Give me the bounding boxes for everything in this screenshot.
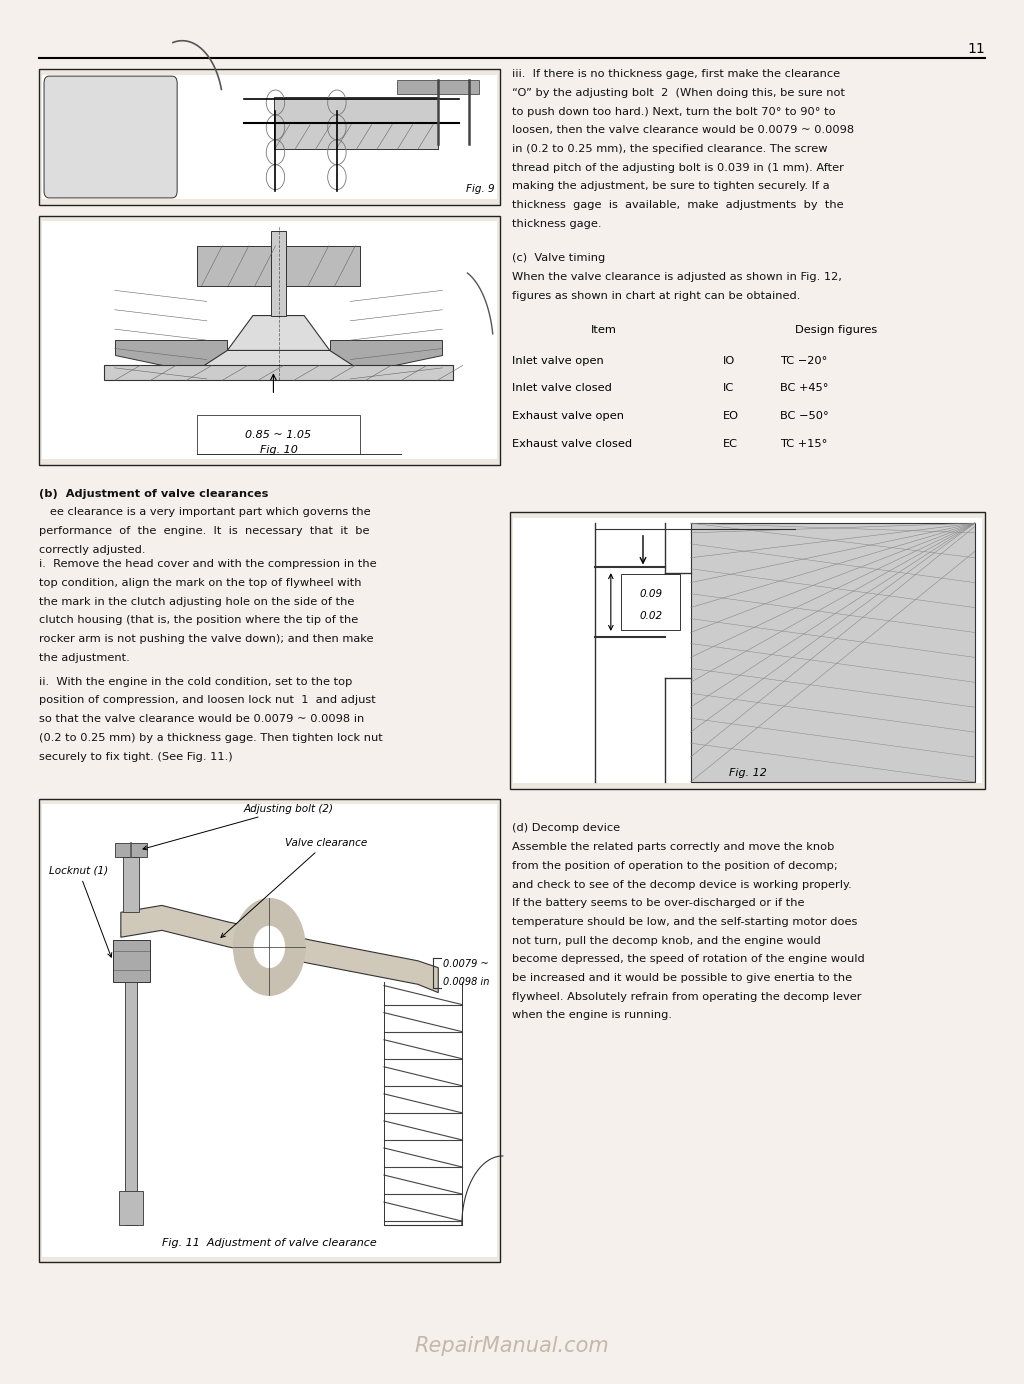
Text: correctly adjusted.: correctly adjusted. [39,544,145,555]
Polygon shape [197,350,360,371]
Text: temperature should be low, and the self-starting motor does: temperature should be low, and the self-… [512,916,857,927]
Bar [39,799,500,1262]
Bar [197,415,360,454]
Bar [510,512,985,789]
Text: be increased and it would be possible to give enertia to the: be increased and it would be possible to… [512,973,852,983]
Text: when the engine is running.: when the engine is running. [512,1010,672,1020]
Text: thread pitch of the adjusting bolt is 0.039 in (1 mm). After: thread pitch of the adjusting bolt is 0.… [512,163,844,173]
Text: еe clearance is a very important part which governs the: еe clearance is a very important part wh… [39,507,371,518]
Text: flywheel. Absolutely refrain from operating the decomp lever: flywheel. Absolutely refrain from operat… [512,991,861,1002]
Text: not turn, pull the decomp knob, and the engine would: not turn, pull the decomp knob, and the … [512,936,821,945]
Polygon shape [115,340,227,371]
Text: and check to see of the decomp device is working properly.: and check to see of the decomp device is… [512,880,852,890]
Polygon shape [690,523,975,782]
Bar [42,75,497,199]
Text: Adjusting bolt (2): Adjusting bolt (2) [143,804,334,850]
Circle shape [254,926,285,967]
Bar [274,97,438,149]
Text: 0.09: 0.09 [639,588,663,599]
Circle shape [233,898,305,995]
Bar [397,80,479,94]
Text: 0.85 ~ 1.05: 0.85 ~ 1.05 [246,429,311,440]
Text: Exhaust valve closed: Exhaust valve closed [512,439,632,448]
Bar [39,69,500,205]
Polygon shape [227,316,330,350]
Text: EO: EO [723,411,739,421]
Text: thickness gage.: thickness gage. [512,219,601,228]
Text: (c)  Valve timing: (c) Valve timing [512,253,605,263]
Text: IC: IC [723,383,734,393]
Polygon shape [270,231,287,316]
Text: Fig. 12: Fig. 12 [729,768,766,778]
Text: ii.  With the engine in the cold condition, set to the top: ii. With the engine in the cold conditio… [39,677,352,686]
Text: figures as shown in chart at right can be obtained.: figures as shown in chart at right can b… [512,291,801,300]
Polygon shape [287,246,360,285]
Polygon shape [197,246,270,285]
Text: securely to fix tight. (See Fig. 11.): securely to fix tight. (See Fig. 11.) [39,752,232,761]
Text: top condition, align the mark on the top of flywheel with: top condition, align the mark on the top… [39,579,361,588]
Text: iii.  If there is no thickness gage, first make the clearance: iii. If there is no thickness gage, firs… [512,69,840,79]
Text: (0.2 to 0.25 mm) by a thickness gage. Then tighten lock nut: (0.2 to 0.25 mm) by a thickness gage. Th… [39,734,383,743]
Polygon shape [121,905,438,992]
Text: loosen, then the valve clearance would be 0.0079 ~ 0.0098: loosen, then the valve clearance would b… [512,126,854,136]
Text: the mark in the clutch adjusting hole on the side of the: the mark in the clutch adjusting hole on… [39,597,354,606]
Polygon shape [125,981,137,1225]
Text: 0.02: 0.02 [639,610,663,621]
Text: Inlet valve closed: Inlet valve closed [512,383,612,393]
Text: IO: IO [723,356,735,365]
Text: TC +15°: TC +15° [780,439,827,448]
Polygon shape [104,365,453,381]
Text: rocker arm is not pushing the valve down); and then make: rocker arm is not pushing the valve down… [39,634,374,644]
Text: so that the valve clearance would be 0.0079 ~ 0.0098 in: so that the valve clearance would be 0.0… [39,714,365,724]
Text: (d) Decomp device: (d) Decomp device [512,823,621,833]
Text: EC: EC [723,439,738,448]
Text: BC −50°: BC −50° [780,411,829,421]
Polygon shape [113,940,150,981]
Text: 11: 11 [968,42,985,55]
Text: (b)  Adjustment of valve clearances: (b) Adjustment of valve clearances [39,489,268,498]
Polygon shape [119,1190,143,1225]
Bar [39,216,500,465]
Text: Fig. 11  Adjustment of valve clearance: Fig. 11 Adjustment of valve clearance [162,1239,377,1248]
Text: making the adjustment, be sure to tighten securely. If a: making the adjustment, be sure to tighte… [512,181,829,191]
Text: in (0.2 to 0.25 mm), the specified clearance. The screw: in (0.2 to 0.25 mm), the specified clear… [512,144,827,154]
Bar [42,221,497,459]
Text: RepairManual.com: RepairManual.com [415,1337,609,1356]
Text: Inlet valve open: Inlet valve open [512,356,604,365]
Text: Item: Item [591,325,617,335]
Text: “O” by the adjusting bolt  2  (When doing this, be sure not: “O” by the adjusting bolt 2 (When doing … [512,89,845,98]
Text: Locknut (1): Locknut (1) [49,866,112,958]
Text: to push down too hard.) Next, turn the bolt 70° to 90° to: to push down too hard.) Next, turn the b… [512,107,836,116]
Text: Fig. 10: Fig. 10 [260,446,297,455]
Text: Valve clearance: Valve clearance [221,839,367,937]
Text: When the valve clearance is adjusted as shown in Fig. 12,: When the valve clearance is adjusted as … [512,271,842,282]
Text: performance  of  the  engine.  It  is  necessary  that  it  be: performance of the engine. It is necessa… [39,526,370,536]
Text: from the position of operation to the position of decomp;: from the position of operation to the po… [512,861,838,871]
Text: BC +45°: BC +45° [780,383,828,393]
Text: i.  Remove the head cover and with the compression in the: i. Remove the head cover and with the co… [39,559,377,569]
Text: 0.0098 in: 0.0098 in [443,977,489,987]
Text: become depressed, the speed of rotation of the engine would: become depressed, the speed of rotation … [512,955,864,965]
Text: thickness  gage  is  available,  make  adjustments  by  the: thickness gage is available, make adjust… [512,201,844,210]
Polygon shape [115,843,147,857]
Text: position of compression, and loosen lock nut  1  and adjust: position of compression, and loosen lock… [39,696,376,706]
Polygon shape [123,857,139,912]
Polygon shape [665,573,690,678]
Text: Assemble the related parts correctly and move the knob: Assemble the related parts correctly and… [512,841,835,853]
Text: Fig. 9: Fig. 9 [466,184,495,194]
Text: Design figures: Design figures [796,325,878,335]
Text: Exhaust valve open: Exhaust valve open [512,411,624,421]
Bar [42,804,497,1257]
Text: TC −20°: TC −20° [780,356,827,365]
Bar [622,574,681,630]
Text: 0.0079 ~: 0.0079 ~ [443,959,489,969]
Polygon shape [330,340,442,371]
FancyBboxPatch shape [44,76,177,198]
Text: If the battery seems to be over-discharged or if the: If the battery seems to be over-discharg… [512,898,805,908]
Text: the adjustment.: the adjustment. [39,653,130,663]
Text: clutch housing (that is, the position where the tip of the: clutch housing (that is, the position wh… [39,614,358,626]
Bar [513,518,982,783]
